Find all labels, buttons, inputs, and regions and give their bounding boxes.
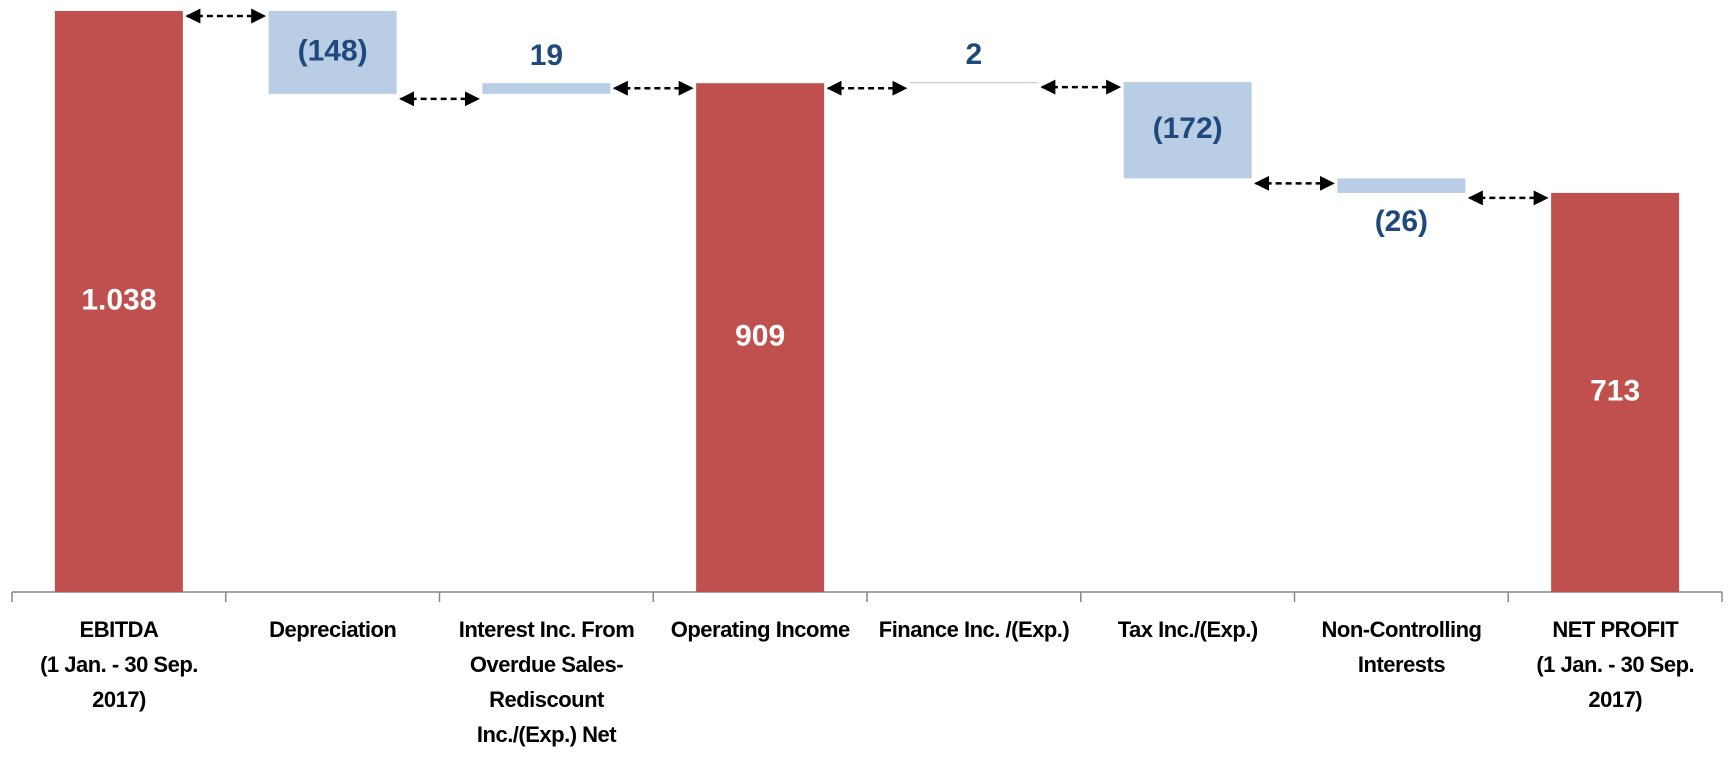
value-label: (172) — [1153, 112, 1223, 145]
value-label: (148) — [298, 34, 368, 67]
bar — [1551, 192, 1680, 592]
bar — [696, 83, 825, 592]
bar — [54, 11, 183, 592]
x-tick-label: Operating Income — [670, 617, 851, 642]
value-label: 713 — [1590, 374, 1640, 407]
bar — [268, 11, 397, 94]
x-tick-label: Non-Controlling Interests — [1321, 617, 1482, 677]
bar — [482, 83, 611, 94]
value-label: 1.038 — [81, 283, 156, 316]
value-label: 2 — [966, 38, 983, 71]
value-label: 909 — [735, 320, 785, 353]
value-label: (26) — [1375, 205, 1428, 238]
bar — [1337, 178, 1466, 193]
bar — [909, 82, 1038, 84]
x-tick-label: Finance Inc. /(Exp.) — [878, 617, 1070, 642]
x-tick-label: Depreciation — [269, 617, 397, 642]
x-tick-label: NET PROFIT (1 Jan. - 30 Sep. 2017) — [1536, 617, 1695, 712]
value-label: 19 — [530, 39, 563, 72]
bar — [1123, 82, 1252, 179]
x-tick-label: Tax Inc./(Exp.) — [1117, 617, 1259, 642]
x-tick-label: Interest Inc. From Overdue Sales- Redisc… — [458, 617, 635, 747]
x-tick-label: EBITDA (1 Jan. - 30 Sep. 2017) — [40, 617, 198, 712]
